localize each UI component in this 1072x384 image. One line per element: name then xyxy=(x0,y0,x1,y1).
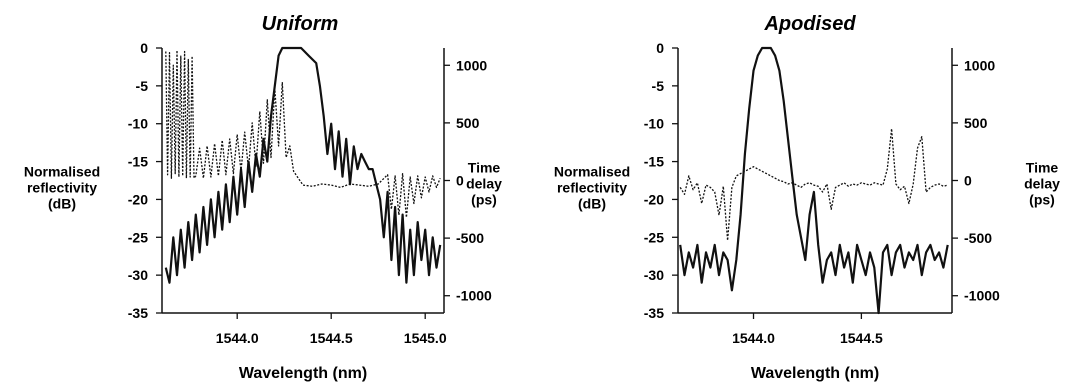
time-delay-series xyxy=(165,49,441,219)
y2-tick-label: 1000 xyxy=(964,57,995,73)
y2-tick-label: 0 xyxy=(964,173,972,189)
y2-axis-label-line: Time xyxy=(1026,160,1059,176)
y-axis-label-line: reflectivity xyxy=(557,180,627,196)
y2-tick-label: -1000 xyxy=(456,288,492,304)
x-tick-label: 1544.5 xyxy=(840,330,883,346)
y2-tick-label: 1000 xyxy=(456,57,487,73)
y-tick-label: -35 xyxy=(644,305,664,321)
y-tick-label: -20 xyxy=(128,191,148,207)
reflectivity-series xyxy=(164,46,442,284)
y-tick-label: 0 xyxy=(140,40,148,56)
y-tick-label: -35 xyxy=(128,305,148,321)
y-tick-label: -5 xyxy=(136,78,149,94)
y2-tick-label: -1000 xyxy=(964,288,1000,304)
y-tick-label: -10 xyxy=(644,116,664,132)
y2-tick-label: 0 xyxy=(456,173,464,189)
chart-apodised: Apodised 0 -5 -10 -15 -20 -25 -30 -35 1000 500 0 -50… xyxy=(554,13,1060,382)
y2-axis-label-line: (ps) xyxy=(471,192,497,208)
y-tick-label: 0 xyxy=(656,40,664,56)
y2-tick-label: -500 xyxy=(456,230,484,246)
y-tick-label: -10 xyxy=(128,116,148,132)
y-axis-label-line: reflectivity xyxy=(27,180,97,196)
y-axis-label-line: Normalised xyxy=(554,164,630,180)
chart-uniform: Uniform 0 -5 -10 -15 -20 -25 -30 -35 1000 500 0 -500… xyxy=(24,13,502,382)
y2-axis-label-line: (ps) xyxy=(1029,192,1055,208)
y2-tick-label: 500 xyxy=(456,115,480,131)
y-axis-label-line: Normalised xyxy=(24,164,100,180)
y2-tick-label: -500 xyxy=(964,230,992,246)
x-tick-label: 1545.0 xyxy=(404,330,447,346)
y-tick-label: -5 xyxy=(652,78,665,94)
y-tick-label: -20 xyxy=(644,191,664,207)
y2-tick-label: 500 xyxy=(964,115,988,131)
y2-axis-label-line: delay xyxy=(1024,176,1060,192)
time-delay-series xyxy=(679,128,948,242)
y2-axis-label-line: delay xyxy=(466,176,502,192)
y-tick-label: -15 xyxy=(128,154,148,170)
y-tick-label: -25 xyxy=(128,229,148,245)
x-axis-label: Wavelength (nm) xyxy=(239,365,367,382)
y2-axis-label-line: Time xyxy=(468,160,501,176)
y-tick-label: -15 xyxy=(644,154,664,170)
x-tick-label: 1544.5 xyxy=(310,330,353,346)
y-axis-label-line: (dB) xyxy=(48,196,76,212)
y-axis-label-line: (dB) xyxy=(578,196,606,212)
x-tick-label: 1544.0 xyxy=(732,330,775,346)
y-tick-label: -30 xyxy=(128,267,148,283)
x-tick-label: 1544.0 xyxy=(216,330,259,346)
reflectivity-series xyxy=(679,46,949,315)
chart-title: Apodised xyxy=(763,13,856,35)
x-axis-label: Wavelength (nm) xyxy=(751,365,879,382)
y-tick-label: -25 xyxy=(644,229,664,245)
y-tick-label: -30 xyxy=(644,267,664,283)
chart-title: Uniform xyxy=(262,13,339,35)
